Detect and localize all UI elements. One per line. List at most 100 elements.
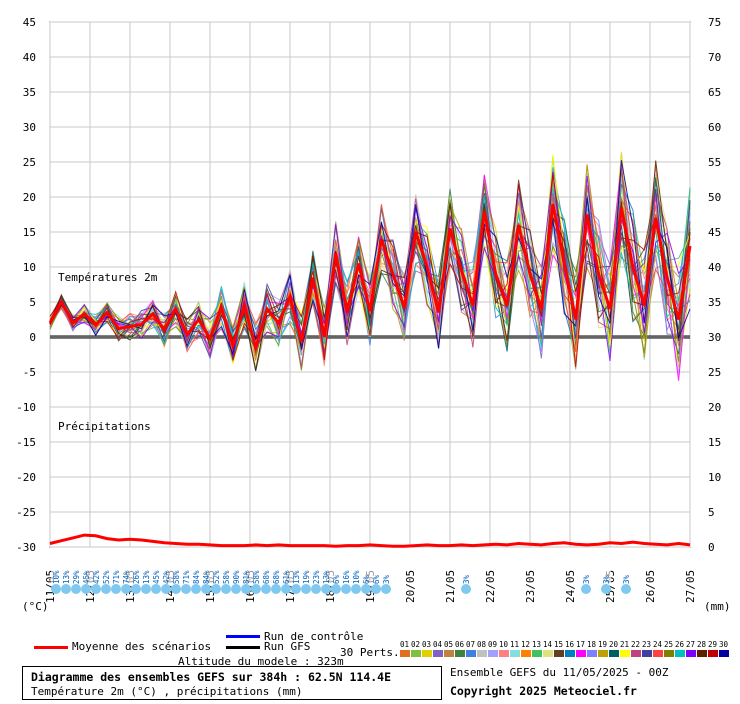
snow-probability-label: 10% (52, 570, 61, 584)
snow-probability-label: 81% (242, 570, 251, 584)
snow-icon (241, 584, 251, 594)
snow-probability-label: 84% (192, 570, 201, 584)
right-tick-label: 45 (708, 226, 721, 239)
snow-probability-label: 71% (182, 570, 191, 584)
pert-color-swatch (411, 650, 421, 657)
pert-number-label: 12 (521, 640, 531, 649)
snow-prob-bg (101, 566, 111, 584)
snow-icon (181, 584, 191, 594)
snow-prob-bg (361, 566, 371, 584)
snow-prob-bg (341, 566, 351, 584)
snow-probability-label: 58% (222, 570, 231, 584)
snow-prob-bg (131, 566, 141, 584)
right-tick-label: 10 (708, 471, 721, 484)
snow-probability-label: 45% (82, 570, 91, 584)
snow-icon (221, 584, 231, 594)
right-tick-label: 0 (708, 541, 715, 554)
pert-number-label: 27 (686, 640, 696, 649)
snow-prob-bg (321, 566, 331, 584)
snow-probability-label: 3% (602, 574, 611, 584)
snow-icon (311, 584, 321, 594)
pert-color-swatch (664, 650, 674, 657)
snow-icon (151, 584, 161, 594)
snow-icon (461, 584, 471, 594)
left-unit-label: (°C) (22, 600, 49, 613)
snow-prob-bg (291, 566, 301, 584)
snow-icon (161, 584, 171, 594)
snow-prob-bg (161, 566, 171, 584)
snow-prob-bg (281, 566, 291, 584)
pert-color-swatch (521, 650, 531, 657)
snow-prob-bg (111, 566, 121, 584)
left-tick-label: 25 (23, 156, 36, 169)
snow-prob-bg (271, 566, 281, 584)
left-tick-label: 5 (29, 296, 36, 309)
right-tick-label: 15 (708, 436, 721, 449)
pert-number-label: 22 (631, 640, 641, 649)
snow-prob-bg (91, 566, 101, 584)
pert-number-label: 23 (642, 640, 652, 649)
copyright: Copyright 2025 Meteociel.fr (450, 684, 637, 698)
snow-probability-label: 61% (282, 570, 291, 584)
pert-number-label: 09 (488, 640, 498, 649)
snow-prob-bg (381, 566, 391, 584)
snow-probability-label: 71% (112, 570, 121, 584)
snow-icon (371, 584, 381, 594)
snow-probability-label: 42% (162, 570, 171, 584)
snow-probability-label: 19% (302, 570, 311, 584)
snow-prob-bg (621, 566, 631, 584)
pert-color-swatch (631, 650, 641, 657)
snow-icon (271, 584, 281, 594)
pert-color-swatch (675, 650, 685, 657)
snow-prob-bg (351, 566, 361, 584)
right-tick-label: 60 (708, 121, 721, 134)
snow-probability-label: 26% (132, 570, 141, 584)
run-info: Ensemble GEFS du 11/05/2025 - 00Z (450, 666, 669, 679)
left-tick-label: -15 (16, 436, 36, 449)
pert-number-label: 07 (466, 640, 476, 649)
right-unit-label: (mm) (704, 600, 731, 613)
snow-prob-bg (211, 566, 221, 584)
snow-probability-label: 42% (92, 570, 101, 584)
pert-number-label: 02 (411, 640, 421, 649)
snow-icon (111, 584, 121, 594)
pert-color-swatch (609, 650, 619, 657)
pert-color-swatch (653, 650, 663, 657)
x-tick-label: 23/05 (524, 570, 537, 603)
precip-mean-line (49, 533, 691, 548)
left-tick-label: 40 (23, 51, 36, 64)
temperature-mean-line (48, 203, 692, 353)
right-tick-label: 65 (708, 86, 721, 99)
snow-icon (91, 584, 101, 594)
snow-probability-label: 3% (622, 574, 631, 584)
snow-probability-label: 68% (272, 570, 281, 584)
snow-prob-bg (71, 566, 81, 584)
pert-color-swatch (477, 650, 487, 657)
snow-icon (351, 584, 361, 594)
snow-probability-label: 58% (172, 570, 181, 584)
snow-probability-label: 3% (382, 574, 391, 584)
pert-color-swatch (510, 650, 520, 657)
snow-icon (71, 584, 81, 594)
right-tick-label: 5 (708, 506, 715, 519)
pert-number-label: 08 (477, 640, 487, 649)
pert-number-label: 10 (499, 640, 509, 649)
snow-icon (211, 584, 221, 594)
pert-color-swatch (400, 650, 410, 657)
pert-color-swatch (532, 650, 542, 657)
left-tick-label: 35 (23, 86, 36, 99)
snow-prob-bg (81, 566, 91, 584)
left-tick-label: -20 (16, 471, 36, 484)
right-tick-label: 20 (708, 401, 721, 414)
snow-prob-bg (181, 566, 191, 584)
x-tick-label: 26/05 (644, 570, 657, 603)
snow-probability-label: 84% (202, 570, 211, 584)
snow-icon (321, 584, 331, 594)
pert-color-swatch (576, 650, 586, 657)
x-tick-label: 20/05 (404, 570, 417, 603)
left-tick-label: -5 (23, 366, 36, 379)
right-tick-label: 55 (708, 156, 721, 169)
snow-prob-bg (141, 566, 151, 584)
snow-prob-bg (581, 566, 591, 584)
